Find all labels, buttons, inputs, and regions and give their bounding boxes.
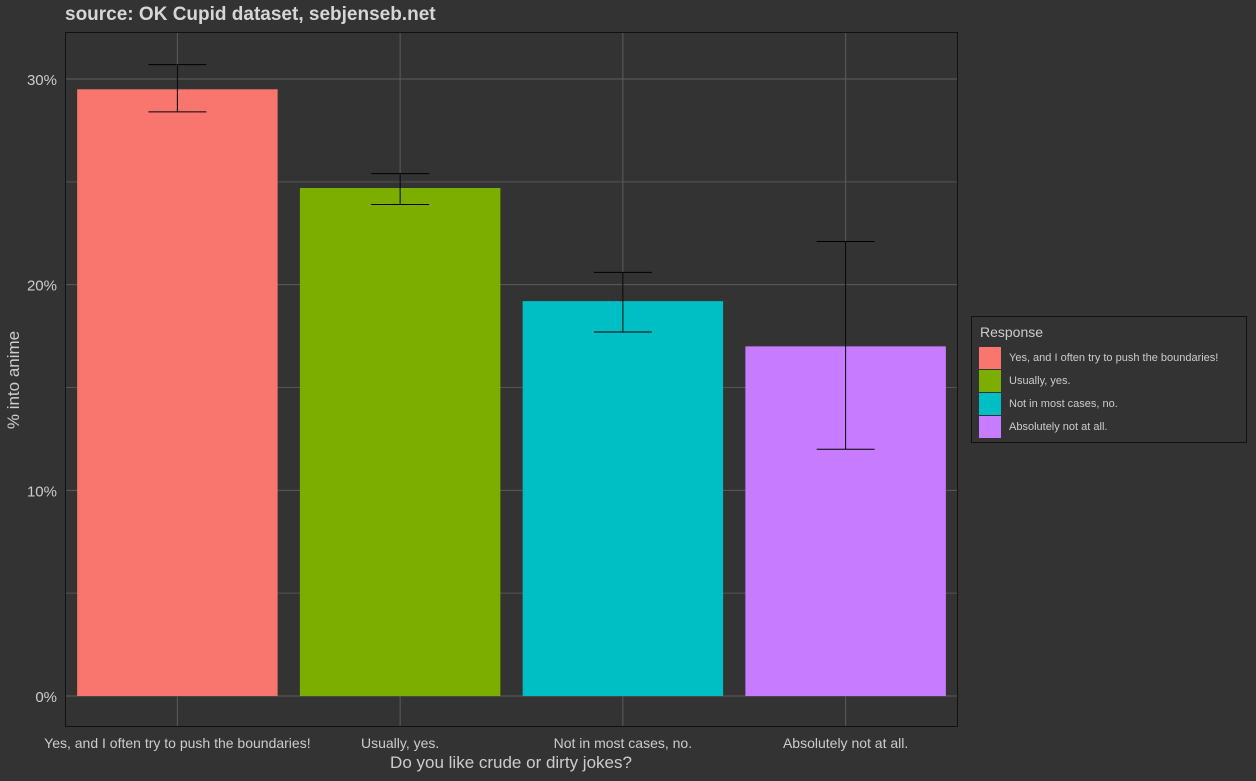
legend-label: Usually, yes.	[1009, 375, 1071, 387]
x-tick-label: Not in most cases, no.	[554, 735, 693, 751]
legend: Response Yes, and I often try to push th…	[971, 316, 1247, 443]
legend-title: Response	[980, 324, 1044, 340]
y-tick-label: 10%	[27, 483, 57, 500]
legend-label: Yes, and I often try to push the boundar…	[1009, 352, 1219, 364]
x-axis: Yes, and I often try to push the boundar…	[44, 735, 908, 751]
legend-item-usually-yes: Usually, yes.	[979, 370, 1071, 392]
bar	[77, 89, 278, 697]
legend-swatch	[979, 370, 1001, 392]
bar	[522, 301, 724, 696]
y-tick-label: 20%	[27, 278, 57, 295]
x-tick-label: Usually, yes.	[361, 735, 439, 751]
x-tick-label: Yes, and I often try to push the boundar…	[44, 735, 310, 751]
x-axis-title: Do you like crude or dirty jokes?	[390, 753, 632, 772]
chart-title: source: OK Cupid dataset, sebjenseb.net	[65, 4, 436, 25]
legend-label: Not in most cases, no.	[1009, 398, 1118, 410]
legend-label: Absolutely not at all.	[1009, 421, 1108, 433]
legend-swatch	[979, 416, 1001, 438]
y-axis-title: % into anime	[4, 331, 23, 429]
legend-item-absolutely-not: Absolutely not at all.	[979, 416, 1107, 438]
bar	[299, 188, 501, 696]
legend-item-not-in-most-cases: Not in most cases, no.	[979, 393, 1118, 415]
y-tick-label: 0%	[35, 689, 57, 706]
bars	[77, 89, 946, 697]
x-tick-label: Absolutely not at all.	[783, 735, 908, 751]
legend-swatch	[979, 347, 1001, 369]
legend-swatch	[979, 393, 1001, 415]
y-axis: 0% 10% 20% 30%	[27, 72, 57, 706]
y-tick-label: 30%	[27, 72, 57, 89]
legend-item-boundaries: Yes, and I often try to push the boundar…	[979, 347, 1218, 369]
plot-panel-border	[65, 32, 958, 727]
error-bars	[148, 64, 875, 450]
